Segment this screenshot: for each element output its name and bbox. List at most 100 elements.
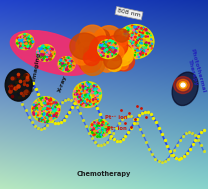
Point xyxy=(66,56,70,59)
Point xyxy=(99,43,103,46)
Point xyxy=(45,120,49,123)
Point xyxy=(28,39,32,42)
Point xyxy=(31,82,35,85)
Point xyxy=(40,118,43,121)
Circle shape xyxy=(80,42,96,57)
Point xyxy=(116,45,119,48)
Point xyxy=(45,59,48,62)
Point xyxy=(48,53,51,56)
Point xyxy=(84,87,87,90)
Point xyxy=(137,26,140,29)
Point xyxy=(44,46,47,49)
Point xyxy=(137,34,141,37)
Point xyxy=(104,124,108,127)
Point xyxy=(52,105,55,108)
Point xyxy=(184,132,187,135)
Point xyxy=(111,40,114,43)
Point xyxy=(67,57,70,60)
Point xyxy=(91,98,95,101)
Point xyxy=(40,106,44,109)
Point xyxy=(101,46,105,49)
Point xyxy=(39,49,42,52)
Point xyxy=(92,94,95,97)
Point xyxy=(62,58,65,61)
Point xyxy=(26,90,29,93)
Point xyxy=(40,98,43,101)
Point xyxy=(92,123,95,126)
Point xyxy=(86,100,89,103)
Point xyxy=(64,66,68,69)
Point xyxy=(135,41,138,44)
Point xyxy=(136,53,140,56)
Point xyxy=(93,88,97,91)
Point xyxy=(52,117,55,120)
Point xyxy=(94,84,97,87)
Point xyxy=(35,106,38,109)
Point xyxy=(87,94,90,97)
Point xyxy=(52,50,55,53)
Point xyxy=(188,147,192,150)
Point xyxy=(110,53,114,56)
Point xyxy=(26,33,30,36)
Point xyxy=(22,36,25,39)
Point xyxy=(63,60,66,63)
Circle shape xyxy=(76,34,102,58)
Point xyxy=(27,34,30,37)
Point xyxy=(47,99,50,102)
Point xyxy=(123,30,126,33)
Point xyxy=(80,93,84,96)
Point xyxy=(113,50,116,53)
Point xyxy=(36,49,39,52)
Point xyxy=(126,131,130,134)
Point xyxy=(90,129,94,132)
Point xyxy=(131,28,134,31)
Point xyxy=(24,109,27,112)
Point xyxy=(16,41,20,44)
Point xyxy=(52,104,56,107)
Point xyxy=(193,134,196,137)
Point xyxy=(27,40,31,43)
Point xyxy=(142,29,145,32)
Point xyxy=(135,42,138,45)
Point xyxy=(107,127,110,130)
Point xyxy=(143,27,146,30)
Point xyxy=(19,43,23,46)
Point xyxy=(92,123,95,126)
Point xyxy=(77,95,81,98)
Point xyxy=(95,132,99,135)
Point xyxy=(26,34,29,37)
Point xyxy=(75,99,79,102)
Point xyxy=(132,37,136,40)
Point xyxy=(61,59,64,62)
Point xyxy=(51,105,54,108)
Point xyxy=(99,128,103,131)
Point xyxy=(64,66,67,69)
Point xyxy=(98,124,101,127)
Point xyxy=(22,79,26,82)
Point xyxy=(38,55,41,58)
Point xyxy=(97,133,101,136)
Point xyxy=(63,68,67,71)
Point xyxy=(26,38,29,41)
Point xyxy=(135,118,138,121)
Point xyxy=(74,91,77,94)
Point xyxy=(24,41,27,44)
Point xyxy=(52,101,55,104)
Point xyxy=(141,53,145,56)
Point xyxy=(44,55,47,58)
Point xyxy=(40,119,43,122)
Point xyxy=(27,37,30,40)
Point xyxy=(93,86,96,89)
Point xyxy=(104,128,108,131)
Point xyxy=(23,33,26,36)
Point xyxy=(130,115,133,118)
Point xyxy=(125,30,128,33)
Point xyxy=(21,102,24,105)
Point xyxy=(44,119,48,122)
Point xyxy=(94,97,98,100)
Point xyxy=(134,49,137,52)
Point xyxy=(132,26,136,29)
Point xyxy=(46,46,49,50)
Point xyxy=(40,46,44,49)
Point xyxy=(86,84,89,87)
